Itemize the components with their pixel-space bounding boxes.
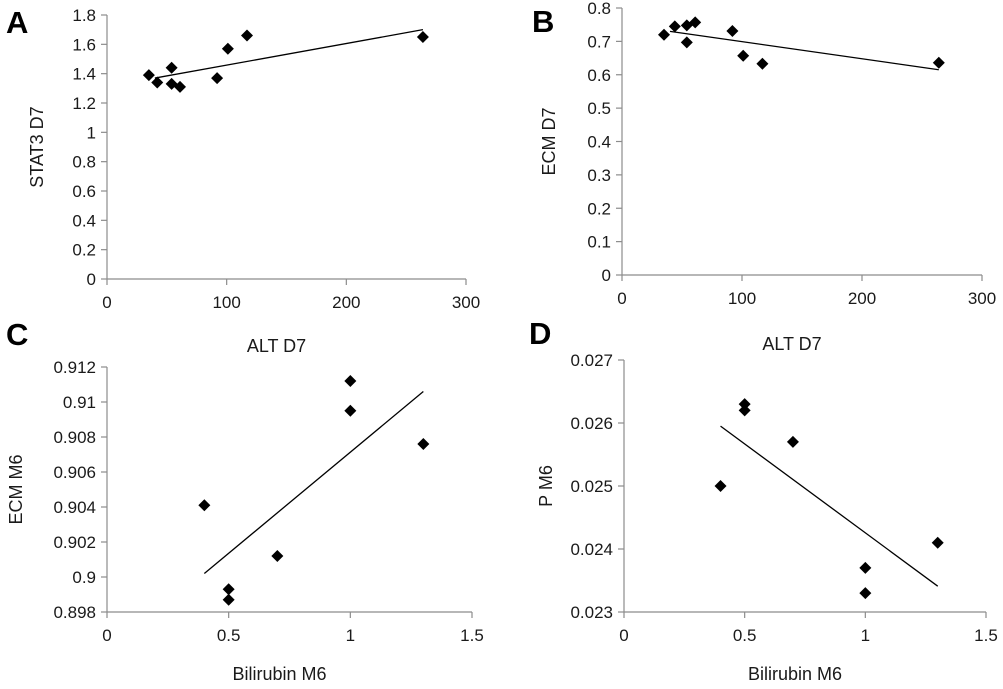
x-tick-label: 200 [848,289,876,308]
trend-line [154,29,424,79]
x-tick-label: 0 [619,626,628,645]
x-axis-title: ALT D7 [247,336,306,356]
y-tick-label: 0.5 [587,99,611,118]
data-point-marker [859,587,872,600]
data-point-marker [738,404,751,417]
y-tick-label: 0.2 [72,241,96,260]
x-tick-label: 1 [346,626,355,645]
data-point-marker [173,80,186,93]
y-tick-label: 1.6 [72,35,96,54]
y-tick-label: 0.024 [570,540,613,559]
data-point-marker [668,20,681,33]
y-tick-label: 0.91 [63,393,96,412]
x-tick-label: 0.5 [733,626,757,645]
chart-panel-d: D 0.023 0.024 0.025 0.026 0.027 0 0.5 1 1.5 Biliru… [529,316,998,684]
data-point-marker [165,61,178,74]
x-tick-label: 0.5 [217,626,241,645]
data-point-marker [738,398,751,411]
chart-panel-b: B 0 0.1 0.2 0.3 0.4 0.5 0.6 0.7 0.8 0 100 200 300 ALT … [532,0,996,354]
y-tick-label: 0.904 [53,498,96,517]
y-axis-title: ECM D7 [539,107,559,175]
y-axis-title: ECM M6 [6,454,26,524]
data-point-marker [222,583,235,596]
chart-panel-c: C 0.898 0.9 0.902 0.904 0.906 0.908 0.91 0.912 0 0… [6,317,484,684]
data-point-marker [859,561,872,574]
x-tick-label: 300 [968,289,996,308]
y-tick-label: 0.4 [72,211,96,230]
y-tick-label: 1.2 [72,94,96,113]
y-tick-label: 1.4 [72,65,96,84]
y-tick-label: 0.908 [53,428,96,447]
x-tick-label: 1.5 [460,626,484,645]
y-axis-title: P M6 [536,465,556,507]
data-point-marker [222,593,235,606]
data-point-marker [689,16,702,29]
x-tick-label: 0 [617,289,626,308]
y-tick-label: 1.8 [72,6,96,25]
data-point-marker [344,404,357,417]
data-point-marker [714,480,727,492]
y-tick-label: 0.027 [570,351,613,370]
x-axis-title: Bilirubin M6 [748,664,842,684]
data-point-marker [221,42,234,55]
x-tick-label: 0 [102,293,111,312]
x-tick-label: 1.5 [974,626,998,645]
y-tick-label: 0.6 [72,182,96,201]
data-point-marker [344,375,357,387]
data-point-marker [726,25,739,38]
data-point-marker [931,536,944,549]
x-tick-label: 100 [728,289,756,308]
data-point-marker [416,31,429,43]
y-tick-label: 0.8 [72,153,96,172]
y-tick-label: 0.9 [72,568,96,587]
data-point-marker [417,438,430,450]
y-tick-label: 0.026 [570,414,613,433]
y-tick-label: 0.902 [53,533,96,552]
y-tick-label: 0.7 [587,32,611,51]
y-tick-label: 0.912 [53,358,96,377]
panel-letter: B [532,4,554,39]
x-tick-label: 1 [861,626,870,645]
x-tick-label: 100 [212,293,240,312]
y-tick-label: 0 [602,266,611,285]
data-point-marker [737,49,750,62]
y-tick-label: 0.023 [570,603,613,622]
y-tick-label: 0.3 [587,166,611,185]
data-point-marker [932,56,945,69]
x-tick-label: 0 [102,626,111,645]
y-tick-label: 0.4 [587,133,611,152]
data-point-marker [756,57,769,70]
y-tick-label: 0 [87,270,96,289]
panel-letter: D [529,316,551,351]
chart-panel-a: A 0 0.2 0.4 0.6 0.8 1 1.2 1.4 1.6 1.8 0 100 200 300 ALT… [6,5,480,356]
x-axis-title: Bilirubin M6 [232,664,326,684]
y-tick-label: 0.8 [587,0,611,18]
y-tick-label: 0.6 [587,66,611,85]
data-point-marker [271,550,284,562]
y-tick-label: 1 [87,123,96,142]
data-point-marker [241,29,254,42]
data-point-marker [198,499,211,512]
trend-line [203,391,424,574]
panel-letter: A [6,5,28,40]
x-axis-title: ALT D7 [762,334,821,354]
trend-line [669,30,939,71]
y-axis-title: STAT3 D7 [27,106,47,187]
y-tick-label: 0.2 [587,199,611,218]
data-point-marker [658,28,670,41]
y-tick-label: 0.906 [53,463,96,482]
y-tick-label: 0.025 [570,477,613,496]
x-tick-label: 200 [332,293,360,312]
data-point-marker [211,72,224,85]
y-tick-label: 0.898 [53,603,96,622]
data-point-marker [786,435,799,448]
y-tick-label: 0.1 [587,233,611,252]
panel-letter: C [6,317,28,352]
data-point-marker [680,36,693,49]
x-tick-label: 300 [452,293,480,312]
data-point-marker [142,69,155,82]
data-point-marker [151,76,164,89]
trend-line [720,425,939,587]
